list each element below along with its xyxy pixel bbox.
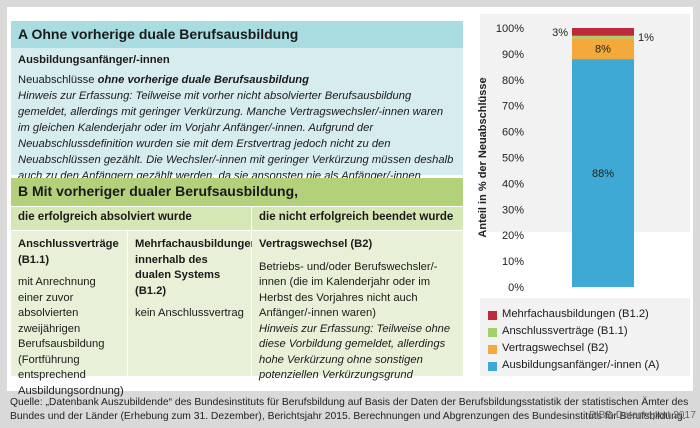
y-tick-label: 10% <box>502 256 524 268</box>
y-tick-label: 80% <box>502 75 524 87</box>
section-b-sub-successful: die erfolgreich absolviert wurde <box>11 207 251 230</box>
data-label: 3% <box>552 27 568 39</box>
column-mehrfachausbildungen: Mehrfachausbildungen innerhalb des duale… <box>128 231 258 376</box>
data-label: 88% <box>592 168 614 180</box>
report-brand: BIBB-Datenreport 2017 <box>588 410 696 421</box>
source-text: Quelle: „Datenbank Auszubildende“ des Bu… <box>10 397 689 422</box>
legend-swatch <box>488 328 497 337</box>
legend-swatch <box>488 345 497 354</box>
column-vertragswechsel: Vertragswechsel (B2) Betriebs- und/oder … <box>252 231 463 381</box>
y-tick-label: 30% <box>502 204 524 216</box>
bar-segment-ausbildungsanf-nger-innen-a <box>572 59 634 287</box>
column-anschlussvertraege-text: mit Anrechnung einer zuvor absolvierten … <box>18 276 124 397</box>
section-a-title: A Ohne vorherige duale Berufsausbildung <box>11 21 463 48</box>
legend-label: Anschlussverträge (B1.1) <box>502 325 628 337</box>
column-anschlussvertraege-title: Anschlussverträge (B1.1) <box>18 238 119 266</box>
column-anschlussvertraege: Anschlussverträge (B1.1) mit Anrechnung … <box>11 231 127 397</box>
y-tick-label: 60% <box>502 127 524 139</box>
y-tick-label: 70% <box>502 101 524 113</box>
y-tick-label: 0% <box>508 282 524 294</box>
legend-swatch <box>488 362 497 371</box>
legend-label: Mehrfachausbildungen (B1.2) <box>502 308 649 320</box>
source-note: Quelle: „Datenbank Auszubildende“ des Bu… <box>10 396 696 423</box>
column-mehrfachausbildungen-text: kein Anschlussvertrag <box>135 307 244 319</box>
column-vertragswechsel-note: Hinweis zur Erfassung: Teilweise ohne di… <box>259 322 451 382</box>
y-tick-label: 100% <box>496 23 524 35</box>
y-tick-label: 20% <box>502 230 524 242</box>
column-mehrfachausbildungen-title: Mehrfachausbildungen innerhalb des duale… <box>135 238 258 297</box>
section-b-sub-unsuccessful: die nicht erfolgreich beendet wurde <box>252 207 463 230</box>
section-a-subtitle: Ausbildungsanfänger/-innen <box>18 54 170 66</box>
bar-segment-vertragswechsel-b2 <box>572 38 634 60</box>
legend-background <box>480 298 690 376</box>
y-tick-label: 50% <box>502 153 524 165</box>
bar-segment-mehrfachausbildungen-b1-2 <box>572 28 634 36</box>
column-vertragswechsel-text: Betriebs- und/oder Berufswechsler/-innen… <box>259 260 438 320</box>
section-a-line-emphasis: ohne vorherige duale Berufsausbildung <box>97 74 309 86</box>
legend-label: Ausbildungsanfänger/-innen (A) <box>502 359 660 371</box>
column-vertragswechsel-title: Vertragswechsel (B2) <box>259 238 373 250</box>
section-a-body: Ausbildungsanfänger/-innen Neuabschlüsse… <box>11 48 463 198</box>
y-tick-label: 40% <box>502 178 524 190</box>
data-label: 1% <box>638 32 654 44</box>
data-label: 8% <box>595 44 611 56</box>
legend-label: Vertragswechsel (B2) <box>502 342 609 354</box>
y-axis-title: Anteil in % der Neuabschlüsse <box>477 77 489 237</box>
bar-segment-anschlussvertr-ge-b1-1 <box>572 35 634 39</box>
section-b-title: B Mit vorheriger dualer Berufsausbildung… <box>11 178 463 206</box>
y-tick-label: 90% <box>502 49 524 61</box>
legend-swatch <box>488 311 497 320</box>
section-a-line-prefix: Neuabschlüsse <box>18 74 98 86</box>
